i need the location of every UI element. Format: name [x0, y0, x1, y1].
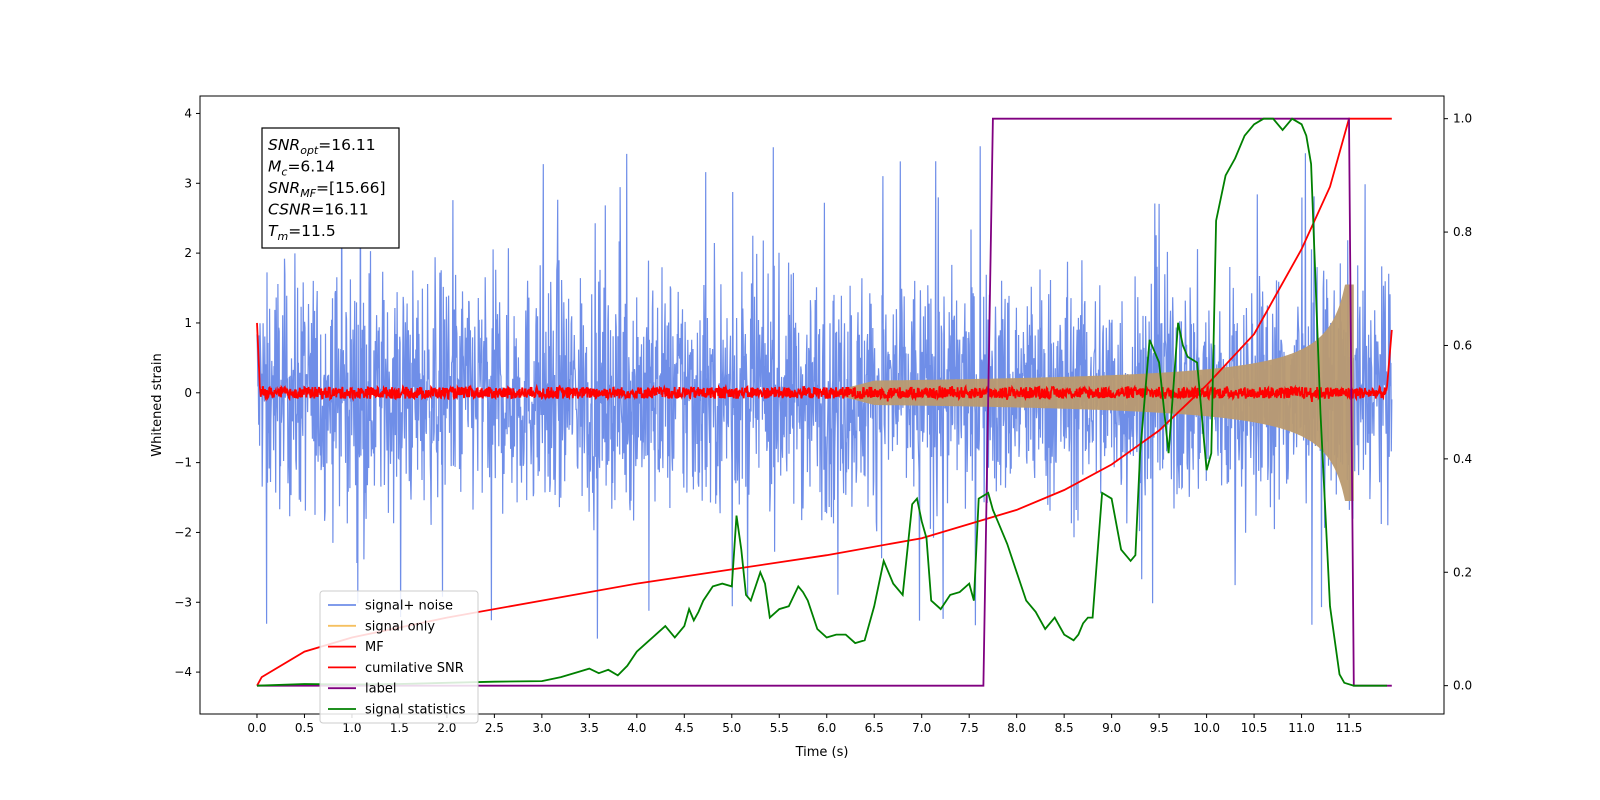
x-tick-label: 5.5 [770, 721, 789, 735]
x-tick-label: 5.0 [722, 721, 741, 735]
x-tick-label: 0.0 [247, 721, 266, 735]
x-tick-label: 3.0 [532, 721, 551, 735]
x-tick-label: 6.5 [865, 721, 884, 735]
y-axis-right: 1.0 0.8 0.6 0.4 0.2 0.0 [1444, 112, 1472, 693]
y-tick-label: 4 [184, 106, 192, 120]
x-axis-label: Time (s) [795, 745, 849, 760]
y-tick-label: −4 [174, 665, 192, 679]
y-right-tick-label: 1.0 [1453, 112, 1472, 126]
annotation-line: SNRopt=16.11 [268, 136, 376, 157]
legend-label: signal+ noise [365, 599, 453, 614]
legend-frame [319, 590, 479, 724]
x-tick-label: 11.0 [1288, 721, 1315, 735]
legend-label: signal statistics [365, 703, 466, 718]
y-right-tick-label: 0.4 [1453, 452, 1472, 466]
x-axis: 0.0 0.5 1.0 1.5 2.0 2.5 3.0 3.5 4.0 4.5 5.0 5.5 6.0 6… [247, 714, 1362, 735]
x-tick-label: 1.0 [342, 721, 361, 735]
y-axis-label: Whitened strain [150, 353, 165, 456]
y-right-tick-label: 0.0 [1453, 679, 1472, 693]
annotation-frame [261, 127, 400, 249]
plot-frame [199, 95, 1445, 715]
x-tick-label: 7.5 [960, 721, 979, 735]
y-tick-label: −2 [174, 525, 192, 539]
legend-label: label [365, 682, 396, 697]
x-tick-label: 4.0 [627, 721, 646, 735]
annotation-line: SNRMF=[15.66] [268, 179, 386, 200]
x-tick-label: 0.5 [295, 721, 314, 735]
x-tick-label: 3.5 [580, 721, 599, 735]
x-tick-label: 9.5 [1150, 721, 1169, 735]
annotation-line: Tm=11.5 [268, 222, 336, 243]
x-tick-label: 11.5 [1336, 721, 1363, 735]
legend-label: MF [365, 640, 384, 655]
annotation-line: CSNR=16.11 [268, 201, 369, 219]
x-tick-label: 10.0 [1193, 721, 1220, 735]
x-tick-label: 9.0 [1102, 721, 1121, 735]
y-right-tick-label: 0.8 [1453, 225, 1472, 239]
legend-label: signal only [365, 619, 435, 634]
annotation-line: Mc=6.14 [268, 158, 335, 179]
y-axis-left: 4 3 2 1 0 −1 −2 −3 −4 [174, 106, 200, 679]
signal-statistics-line [256, 117, 1387, 687]
x-tick-label: 6.0 [817, 721, 836, 735]
y-tick-label: −1 [174, 456, 192, 470]
y-tick-label: 0 [184, 386, 192, 400]
y-tick-label: −3 [174, 595, 192, 609]
x-tick-label: 1.5 [390, 721, 409, 735]
legend: signal+ noise signal only MF cumilative SNR… [319, 590, 479, 724]
x-tick-label: 4.5 [675, 721, 694, 735]
annotation-box: SNRopt=16.11Mc=6.14SNRMF=[15.66]CSNR=16.… [261, 127, 400, 249]
y-tick-label: 3 [184, 176, 192, 190]
y-tick-label: 1 [184, 316, 192, 330]
x-tick-label: 10.5 [1241, 721, 1268, 735]
y-tick-label: 2 [184, 246, 192, 260]
x-tick-label: 7.0 [912, 721, 931, 735]
y-right-tick-label: 0.2 [1453, 565, 1472, 579]
x-tick-label: 8.0 [1007, 721, 1026, 735]
x-tick-label: 2.0 [437, 721, 456, 735]
x-tick-label: 8.5 [1055, 721, 1074, 735]
y-right-tick-label: 0.6 [1453, 338, 1472, 352]
legend-label: cumilative SNR [365, 661, 464, 676]
x-tick-label: 2.5 [485, 721, 504, 735]
